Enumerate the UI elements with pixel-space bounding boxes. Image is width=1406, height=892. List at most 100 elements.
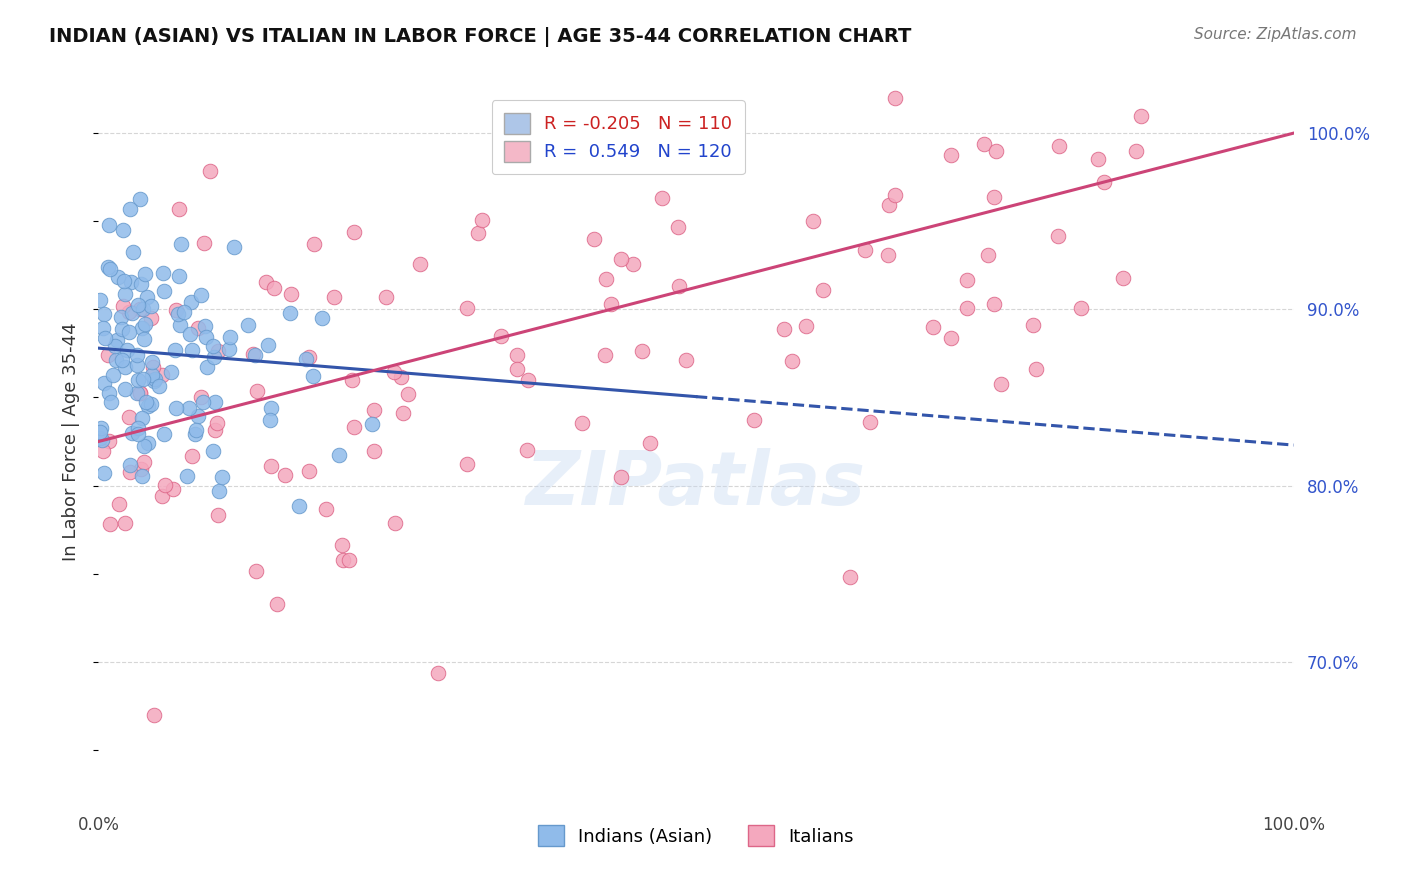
Point [302, 236, 325, 251]
Point [201, 444, 224, 458]
Point [207, 344, 229, 359]
Point [801, 214, 824, 228]
Point [205, 416, 228, 430]
Point [132, 332, 155, 346]
Text: Source: ZipAtlas.com: Source: ZipAtlas.com [1194, 27, 1357, 42]
Point [983, 297, 1005, 311]
Point [337, 552, 360, 566]
Point [195, 359, 218, 374]
Point [853, 243, 876, 257]
Point [984, 144, 1007, 158]
Point [516, 442, 538, 457]
Point [207, 508, 229, 522]
Point [128, 192, 150, 206]
Point [489, 329, 512, 343]
Point [105, 333, 128, 347]
Y-axis label: In Labor Force | Age 35-44: In Labor Force | Age 35-44 [62, 322, 80, 561]
Point [91, 443, 114, 458]
Point [93, 466, 115, 480]
Point [129, 461, 152, 475]
Point [246, 384, 269, 398]
Point [129, 386, 152, 401]
Point [89, 425, 111, 439]
Point [315, 502, 337, 516]
Point [135, 394, 157, 409]
Point [111, 352, 134, 367]
Point [153, 478, 176, 492]
Point [100, 394, 122, 409]
Point [139, 310, 162, 325]
Point [150, 489, 173, 503]
Point [98, 434, 121, 449]
Point [382, 365, 405, 379]
Point [363, 443, 385, 458]
Point [204, 423, 226, 437]
Point [167, 269, 190, 284]
Point [104, 339, 127, 353]
Point [117, 325, 139, 339]
Point [222, 240, 245, 254]
Point [91, 433, 114, 447]
Point [193, 395, 215, 409]
Point [118, 410, 141, 425]
Point [263, 281, 285, 295]
Point [180, 295, 202, 310]
Legend: Indians (Asian), Italians: Indians (Asian), Italians [526, 813, 866, 859]
Point [582, 232, 605, 246]
Point [302, 369, 325, 384]
Point [120, 202, 142, 217]
Point [193, 236, 215, 251]
Point [165, 302, 187, 317]
Point [170, 237, 193, 252]
Point [121, 306, 143, 320]
Point [198, 164, 221, 178]
Point [93, 307, 115, 321]
Point [118, 458, 141, 472]
Point [125, 385, 148, 400]
Point [150, 368, 173, 382]
Point [179, 327, 201, 342]
Point [204, 395, 226, 409]
Point [162, 482, 184, 496]
Point [1070, 301, 1092, 315]
Point [884, 188, 907, 202]
Point [132, 455, 155, 469]
Point [280, 306, 302, 320]
Point [153, 426, 176, 441]
Point [131, 411, 153, 425]
Point [118, 465, 141, 479]
Point [135, 290, 157, 304]
Point [187, 409, 209, 424]
Point [121, 425, 143, 440]
Point [127, 421, 149, 435]
Point [131, 320, 153, 334]
Point [134, 439, 156, 453]
Point [180, 343, 202, 357]
Point [111, 299, 134, 313]
Point [108, 497, 131, 511]
Point [125, 358, 148, 372]
Point [243, 347, 266, 361]
Point [142, 374, 165, 388]
Point [1112, 270, 1135, 285]
Point [143, 707, 166, 722]
Point [600, 297, 623, 311]
Point [610, 252, 633, 267]
Point [280, 287, 302, 301]
Point [134, 267, 156, 281]
Point [131, 372, 153, 386]
Point [295, 352, 318, 367]
Point [98, 516, 121, 531]
Point [131, 468, 153, 483]
Point [97, 260, 120, 274]
Point [190, 288, 212, 302]
Point [651, 191, 673, 205]
Point [121, 244, 143, 259]
Point [127, 373, 149, 387]
Point [742, 413, 765, 427]
Point [176, 468, 198, 483]
Point [343, 225, 366, 239]
Point [941, 331, 963, 345]
Point [107, 270, 129, 285]
Point [1047, 139, 1070, 153]
